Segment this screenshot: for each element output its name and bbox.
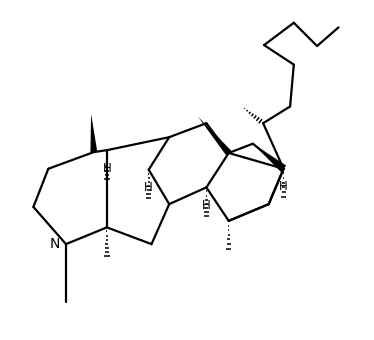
Text: H: H: [279, 180, 288, 193]
Text: H: H: [102, 162, 111, 174]
Text: H: H: [202, 199, 211, 212]
Polygon shape: [253, 144, 286, 172]
Text: H: H: [144, 181, 153, 194]
Polygon shape: [91, 114, 97, 152]
Polygon shape: [198, 117, 232, 155]
Text: N: N: [50, 237, 60, 251]
